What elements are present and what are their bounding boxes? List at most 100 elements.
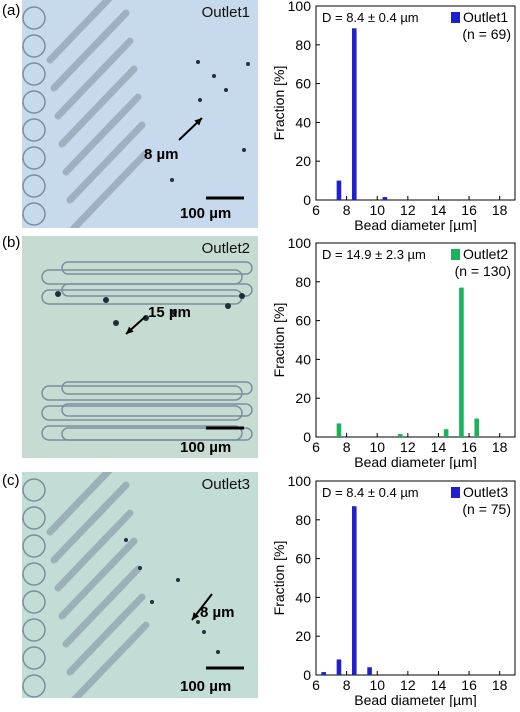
serpentine-channel (58, 537, 138, 620)
x-tick-label: 16 (461, 439, 477, 455)
x-tick-label: 12 (400, 677, 416, 693)
serpentine-channel (46, 0, 113, 64)
x-tick-label: 8 (343, 439, 351, 455)
bar (367, 667, 372, 675)
y-tick-label: 80 (295, 512, 311, 528)
bar (397, 434, 403, 437)
sample-size-label: (n = 69) (462, 26, 511, 42)
bead (171, 309, 177, 315)
circular-trap (22, 534, 46, 558)
histogram-svg: 6 8 10 12 14 16 18 0 20 40 60 80 100 Bead diameter [µ… (271, 235, 516, 470)
x-tick-label: 8 (343, 202, 351, 218)
micrograph: Outlet2 15 µm 100 µm (22, 236, 258, 458)
plot-frame (315, 5, 516, 201)
y-tick-label: 80 (295, 274, 311, 290)
circular-trap (22, 506, 46, 530)
straight-channel (61, 427, 253, 441)
micrograph-image (22, 472, 258, 698)
serpentine-channel (66, 121, 146, 204)
legend-label: Outlet1 (463, 9, 508, 25)
bead-size-annotation: 8 µm (200, 604, 235, 621)
y-tick-label: 60 (295, 76, 311, 92)
y-tick-label: 100 (288, 237, 312, 251)
arrow-head (194, 118, 202, 126)
plot-frame (315, 480, 516, 676)
x-tick-label: 18 (492, 439, 508, 455)
bead (242, 148, 246, 152)
legend-swatch (451, 249, 460, 260)
x-tick-label: 10 (369, 202, 385, 218)
y-tick-label: 0 (303, 429, 311, 445)
histogram-chart: 6 8 10 12 14 16 18 0 20 40 60 80 100 Bead diameter [µ… (262, 235, 520, 470)
bar (459, 287, 464, 437)
x-tick-label: 14 (431, 677, 447, 693)
bead-size-annotation: 8 µm (144, 146, 179, 163)
straight-channel (41, 405, 243, 421)
serpentine-channel (54, 37, 134, 120)
bar (351, 28, 357, 201)
y-tick-label: 80 (295, 37, 311, 53)
straight-channel (61, 403, 253, 417)
bar (443, 429, 449, 437)
bar (382, 197, 388, 200)
y-tick-label: 20 (295, 390, 311, 406)
serpentine-channel (58, 65, 138, 148)
micrograph-title: Outlet3 (201, 476, 250, 493)
circular-trap (22, 34, 46, 58)
y-tick-label: 0 (303, 667, 311, 683)
bead (103, 297, 109, 303)
serpentine-channel (62, 93, 142, 176)
y-axis-label: Fraction [%] (271, 541, 287, 616)
y-tick-label: 20 (295, 153, 311, 169)
circular-trap (22, 118, 46, 142)
y-tick-label: 20 (295, 628, 311, 644)
bead (55, 291, 61, 297)
stat-annotation: D = 8.4 ± 0.4 µm (322, 10, 419, 25)
bead (196, 60, 200, 64)
x-tick-label: 14 (431, 202, 447, 218)
circular-trap (22, 62, 46, 86)
micrograph: Outlet1 8 µm 100 µm (22, 0, 258, 228)
histogram-svg: 6 8 10 12 14 16 18 0 20 40 60 80 100 Bead diameter [µ… (271, 0, 516, 233)
x-tick-label: 18 (492, 202, 508, 218)
histogram-chart: 6 8 10 12 14 16 18 0 20 40 60 80 100 Bead diameter [µ… (262, 0, 520, 233)
straight-channel (61, 283, 253, 297)
scale-bar-label: 100 µm (180, 678, 232, 695)
bead (225, 303, 231, 309)
bead (212, 74, 216, 78)
straight-channel (41, 385, 243, 401)
stat-annotation: D = 14.9 ± 2.3 µm (322, 247, 426, 262)
scale-bar-label: 100 µm (180, 439, 232, 456)
y-tick-label: 60 (295, 551, 311, 567)
micrograph-background (22, 236, 258, 458)
bar (321, 672, 326, 675)
x-tick-label: 6 (312, 439, 320, 455)
y-tick-label: 60 (295, 313, 311, 329)
histogram-svg: 6 8 10 12 14 16 18 0 20 40 60 80 100 Bead diameter [µ… (271, 473, 516, 708)
arrow-head (192, 612, 200, 620)
bead (196, 620, 200, 624)
straight-channel (61, 261, 253, 275)
x-tick-label: 18 (492, 677, 508, 693)
x-tick-label: 6 (312, 677, 320, 693)
sample-size-label: (n = 75) (462, 501, 511, 517)
x-tick-label: 16 (461, 677, 477, 693)
y-axis-label: Fraction [%] (271, 303, 287, 378)
x-tick-label: 12 (400, 202, 416, 218)
serpentine-channel (62, 565, 142, 648)
bead (170, 178, 174, 182)
serpentine-channel (66, 593, 146, 676)
x-tick-label: 10 (369, 439, 385, 455)
straight-channel (61, 381, 253, 395)
arrow-head (126, 326, 134, 334)
circular-trap (22, 202, 46, 226)
panel-label: (c) (2, 472, 20, 489)
x-axis-label: Bead diameter [µm] (354, 454, 476, 469)
micrograph-image (22, 236, 258, 458)
serpentine-channel (46, 472, 113, 536)
serpentine-channel (54, 509, 134, 592)
scale-bar-label: 100 µm (180, 205, 232, 222)
panel-label: (b) (2, 234, 21, 251)
legend-label: Outlet2 (463, 246, 508, 262)
serpentine-channel (71, 621, 150, 698)
